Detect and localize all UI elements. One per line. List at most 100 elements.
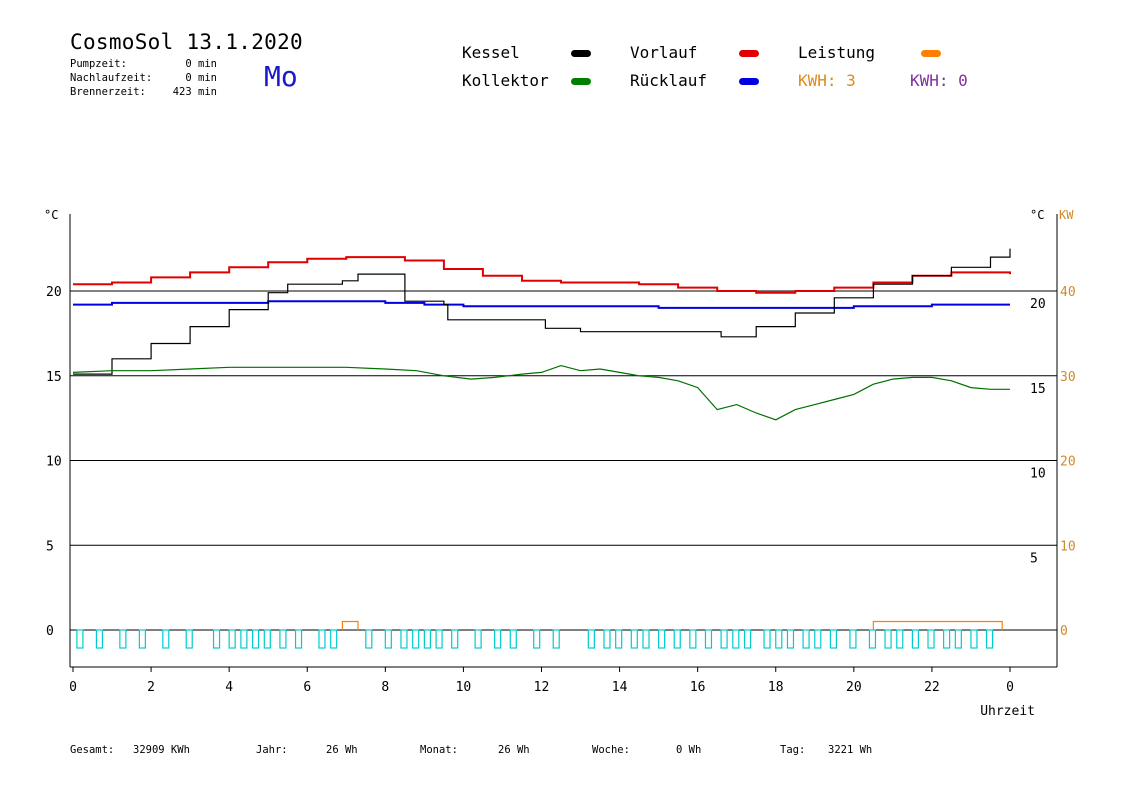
x-tick-label: 4 — [225, 680, 233, 695]
right-temp-tick-label: 15 — [1030, 382, 1046, 397]
stat-value-pumpzeit: 0 min — [185, 58, 217, 70]
legend-kessel-swatch — [571, 50, 591, 57]
pump-cycle-mark — [704, 629, 713, 649]
pump-cycle-mark — [849, 629, 857, 649]
x-tick-label: 12 — [534, 680, 550, 695]
pump-cycle-mark — [384, 629, 392, 649]
footer-gesamt-label: Gesamt: — [70, 744, 115, 756]
pump-cycle-mark — [775, 629, 783, 649]
pump-cycle-mark — [423, 629, 431, 649]
pump-cycle-mark — [279, 629, 287, 649]
pump-cycle-mark — [162, 629, 170, 649]
pump-cycle-mark — [868, 629, 877, 649]
pump-cycle-mark — [720, 629, 728, 649]
x-tick-label: 22 — [924, 680, 940, 695]
pump-cycle-mark — [228, 629, 236, 649]
pump-cycle-mark — [212, 629, 221, 649]
pump-cycle-mark — [412, 629, 420, 649]
footer-tag-label: Tag: — [780, 744, 806, 756]
footer-tag-value: 3221 Wh — [828, 744, 873, 756]
pump-cycle-mark — [763, 629, 771, 649]
pump-cycle-mark — [494, 629, 502, 649]
x-tick-label: 18 — [768, 680, 784, 695]
left-tick-label: 20 — [46, 285, 62, 300]
pump-cycle-mark — [954, 629, 962, 649]
pump-cycle-mark — [896, 629, 904, 649]
pump-cycle-mark — [138, 629, 146, 649]
pump-cycle-mark — [552, 629, 560, 649]
footer-woche-label: Woche: — [592, 744, 630, 756]
pump-cycle-mark — [95, 629, 104, 649]
pump-cycle-mark — [615, 629, 623, 649]
legend-ruecklauf-swatch — [739, 78, 759, 85]
footer-woche-value: 0 Wh — [676, 744, 702, 756]
footer-monat-label: Monat: — [420, 744, 458, 756]
pump-cycle-mark — [263, 629, 271, 649]
left-tick-label: 15 — [46, 370, 62, 385]
x-tick-label: 10 — [456, 680, 472, 695]
left-tick-label: 0 — [46, 624, 54, 639]
legend-kwh-solar: KWH: 3 — [798, 71, 856, 90]
pump-cycle-mark — [533, 629, 541, 649]
footer-jahr-value: 26 Wh — [326, 744, 358, 756]
pump-cycle-mark — [743, 629, 752, 649]
legend-kollektor-swatch — [571, 78, 591, 85]
stat-label-brennerzeit: Brennerzeit: — [70, 86, 146, 98]
x-tick-label: 2 — [147, 680, 155, 695]
right-power-unit-label: KW — [1059, 208, 1074, 222]
footer-monat-value: 26 Wh — [498, 744, 530, 756]
footer-gesamt-value: 32909 KWh — [133, 744, 190, 756]
legend-vorlauf-swatch — [739, 50, 759, 57]
legend-leistung-label: Leistung — [798, 43, 876, 62]
pump-cycle-mark — [365, 629, 373, 649]
pump-cycle-mark — [630, 629, 638, 649]
x-axis-label: Uhrzeit — [980, 704, 1035, 719]
right-temp-unit-label: °C — [1030, 208, 1044, 222]
pump-cycle-mark — [689, 629, 697, 649]
right-temp-tick-label: 20 — [1030, 297, 1046, 312]
pump-cycle-mark — [884, 629, 892, 649]
pump-cycle-mark — [587, 629, 595, 649]
pump-cycle-mark — [658, 629, 666, 649]
series-line-kollektor — [72, 364, 1010, 421]
x-tick-label: 0 — [69, 680, 77, 695]
pump-cycle-mark — [185, 629, 193, 649]
pump-cycle-mark — [318, 629, 326, 649]
x-tick-label: 8 — [381, 680, 389, 695]
right-power-tick-label: 20 — [1060, 455, 1076, 470]
pump-cycle-mark — [451, 629, 459, 649]
pump-cycle-mark — [970, 629, 978, 649]
pump-cycle-mark — [802, 629, 810, 649]
pump-cycle-mark — [642, 629, 650, 649]
series-line-ruecklauf — [73, 300, 1010, 309]
series-line-vorlauf — [73, 256, 1011, 294]
pump-cycle-mark — [927, 629, 935, 649]
leistung-bar — [872, 620, 1003, 630]
stat-label-pumpzeit: Pumpzeit: — [70, 58, 127, 70]
leistung-bar — [341, 620, 359, 630]
x-tick-label: 20 — [846, 680, 862, 695]
stat-value-nachlaufzeit: 0 min — [185, 72, 217, 84]
temperature-chart: 0 5 10 15 20 5 10 15 20 0 10 20 30 40 °C °C KW 0 2 4 6 8 10 12 1… — [44, 208, 1076, 719]
pump-cycle-mark — [240, 629, 248, 649]
pump-cycle-mark — [435, 629, 443, 649]
left-tick-label: 5 — [46, 539, 54, 554]
x-tick-label: 0 — [1006, 680, 1014, 695]
pump-cycle-mark — [330, 629, 338, 649]
stat-label-nachlaufzeit: Nachlaufzeit: — [70, 72, 153, 84]
pump-cycle-mark — [943, 629, 951, 649]
legend-kessel-label: Kessel — [462, 43, 520, 62]
chart-title: CosmoSol 13.1.2020 — [70, 30, 303, 54]
pump-cycle-mark — [814, 629, 822, 649]
x-tick-label: 6 — [303, 680, 311, 695]
pump-cycle-mark — [400, 629, 408, 649]
right-power-tick-label: 0 — [1060, 624, 1068, 639]
x-tick-label: 16 — [690, 680, 706, 695]
pump-cycle-mark — [76, 629, 84, 649]
pump-cycle-mark — [673, 629, 681, 649]
pump-cycle-mark — [911, 629, 919, 649]
legend-vorlauf-label: Vorlauf — [630, 43, 698, 62]
pump-cycle-mark — [829, 629, 838, 649]
legend-leistung-swatch — [921, 50, 941, 57]
legend-kollektor-label: Kollektor — [462, 71, 549, 90]
